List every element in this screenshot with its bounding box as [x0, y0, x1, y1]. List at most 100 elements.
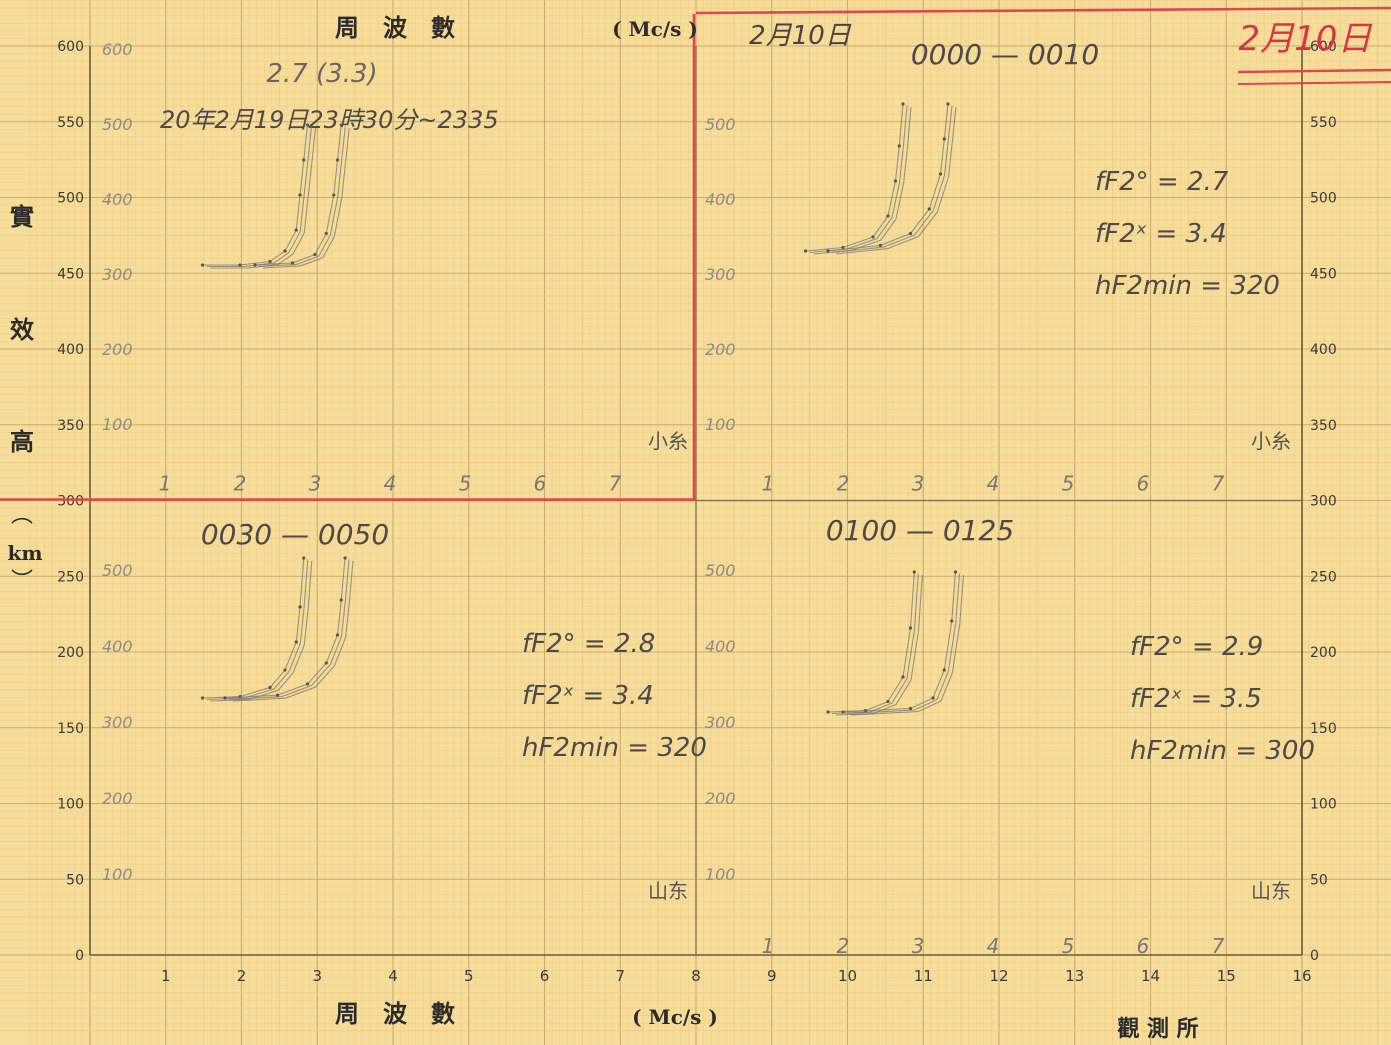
trace-point-o-trace — [238, 263, 242, 267]
red-date-note: 2月10日 — [1239, 19, 1373, 59]
trace-point-o-trace — [298, 605, 302, 609]
panel-param-hminf2: hF2min = 300 — [1130, 736, 1315, 766]
x-tick-label: 3 — [312, 967, 322, 985]
trace-point-x-trace — [253, 263, 257, 267]
panel-height-tick: 300 — [705, 265, 736, 284]
trace-line-x-trace — [835, 106, 957, 255]
panel-freq-tick: 1 — [762, 934, 775, 958]
y-tick-label-left: 50 — [66, 872, 84, 888]
panel-label: 0100 — 0125 — [826, 514, 1014, 547]
trace-point-o-trace — [871, 235, 875, 239]
trace-point-o-trace — [200, 263, 205, 267]
trace-point-o-trace — [294, 228, 298, 232]
trace-point-o-trace — [283, 249, 287, 253]
trace-point-o-trace — [841, 245, 845, 250]
panel-label: 0030 — 0050 — [201, 518, 389, 551]
y-tick-label-left: 350 — [57, 418, 84, 434]
red-top-line — [695, 6, 1391, 15]
trace-point-x-trace — [335, 633, 340, 637]
red-underline-1 — [1237, 68, 1391, 74]
panel-param-fxf2: fF2ˣ = 3.4 — [522, 681, 654, 711]
y-tick-label-left: 150 — [57, 721, 84, 737]
panel-param-fof2: fF2° = 2.8 — [522, 629, 655, 659]
trace-point-o-trace — [305, 123, 310, 127]
trace-line-x-trace — [228, 559, 350, 701]
x-tick-label: 4 — [388, 967, 398, 985]
trace-point-o-trace — [908, 626, 913, 630]
trace-point-x-trace — [942, 137, 946, 141]
trace-point-x-trace — [324, 661, 328, 665]
bottom-axis-title: 周 波 數 — [335, 999, 455, 1028]
y-tick-label-left: 550 — [57, 115, 84, 131]
trace-line-o-trace — [202, 124, 309, 266]
trace-point-x-trace — [946, 102, 950, 106]
y-title-char-2: 效 — [10, 315, 34, 344]
trace-point-x-trace — [950, 619, 954, 623]
y-tick-label-right: 250 — [1310, 569, 1337, 585]
x-tick-label: 2 — [237, 967, 247, 985]
trace-point-o-trace — [268, 685, 272, 690]
panel-height-tick: 400 — [102, 190, 133, 209]
panel-corner-mark: 小糸 — [648, 429, 688, 453]
panel-freq-tick: 5 — [459, 472, 472, 496]
panel-bottom-left: 0030 — 0050 100 200 300 400 500 山东 fF2° = 2.8 fF… — [102, 518, 707, 903]
panel-param-fof2: fF2° = 2.7 — [1095, 167, 1229, 197]
trace-point-x-trace — [942, 668, 946, 672]
panel-height-tick: 100 — [705, 865, 736, 884]
x-tick-label: 15 — [1217, 967, 1236, 985]
trace-point-x-trace — [324, 231, 328, 236]
panel-height-tick: 500 — [102, 561, 133, 580]
trace-point-o-trace — [886, 214, 890, 218]
trace-point-x-trace — [953, 570, 958, 574]
panel-height-tick: 600 — [102, 40, 133, 59]
trace-line-x-trace — [262, 127, 350, 269]
red-underline-2 — [1237, 81, 1391, 85]
panel-freq-tick: 5 — [1062, 934, 1075, 958]
panel-param-fxf2: fF2ˣ = 3.5 — [1130, 684, 1262, 714]
trace-point-x-trace — [908, 231, 913, 236]
panel-height-tick: 100 — [102, 415, 133, 434]
panel-height-tick: 300 — [705, 713, 736, 732]
axes: 0 0 50 50 100 100 150 150 200 200 250 250 300 300 350 3… — [57, 39, 1336, 985]
trace-line-x-trace — [842, 571, 957, 713]
trace-point-x-trace — [927, 207, 931, 211]
trace-point-o-trace — [298, 193, 302, 197]
red-divider-lines — [0, 6, 1391, 501]
panel-freq-tick: 6 — [1137, 934, 1150, 958]
panel-param-fof2: fF2° = 2.9 — [1130, 632, 1263, 662]
panel-height-tick: 100 — [102, 865, 133, 884]
panel-freq-tick: 7 — [1212, 934, 1225, 958]
panel-height-tick: 500 — [102, 115, 133, 134]
y-tick-label-left: 450 — [57, 266, 84, 282]
panel-freq-tick: 7 — [1212, 472, 1225, 496]
trace-point-x-trace — [339, 598, 343, 602]
x-tick-label: 14 — [1141, 967, 1160, 985]
trace-point-x-trace — [931, 696, 935, 700]
x-tick-label: 7 — [615, 967, 625, 985]
panel-freq-tick: 6 — [534, 472, 547, 496]
trace-line-x-trace — [850, 574, 965, 716]
y-tick-label-left: 600 — [57, 39, 84, 55]
trace-point-o-trace — [803, 249, 808, 253]
panel-freq-tick: 1 — [159, 472, 172, 496]
panel-label: 20年2月19日23時30分~2335 — [160, 106, 499, 134]
y-tick-label-right: 500 — [1310, 191, 1337, 207]
trace-point-o-trace — [901, 102, 905, 106]
trace-point-x-trace — [841, 710, 845, 714]
trace-line-x-trace — [258, 126, 346, 268]
trace-point-o-trace — [912, 570, 916, 574]
panel-height-tick: 100 — [705, 415, 736, 434]
date-note: 2月10日 — [749, 21, 852, 51]
y-tick-label-right: 600 — [1310, 39, 1337, 55]
y-title-char-1: 實 — [10, 202, 34, 231]
panel-top-left: 20年2月19日23時30分~2335 2.7 (3.3) 1 2 3 4 5 6 7 100 20… — [102, 40, 688, 496]
y-tick-label-right: 200 — [1310, 645, 1337, 661]
trace-line-o-trace — [210, 127, 317, 269]
trace-point-x-trace — [343, 556, 347, 560]
panel-freq-tick: 1 — [762, 472, 775, 496]
trace-point-o-trace — [901, 675, 905, 679]
y-tick-label-left: 0 — [75, 948, 84, 964]
x-tick-label: 13 — [1065, 967, 1084, 985]
